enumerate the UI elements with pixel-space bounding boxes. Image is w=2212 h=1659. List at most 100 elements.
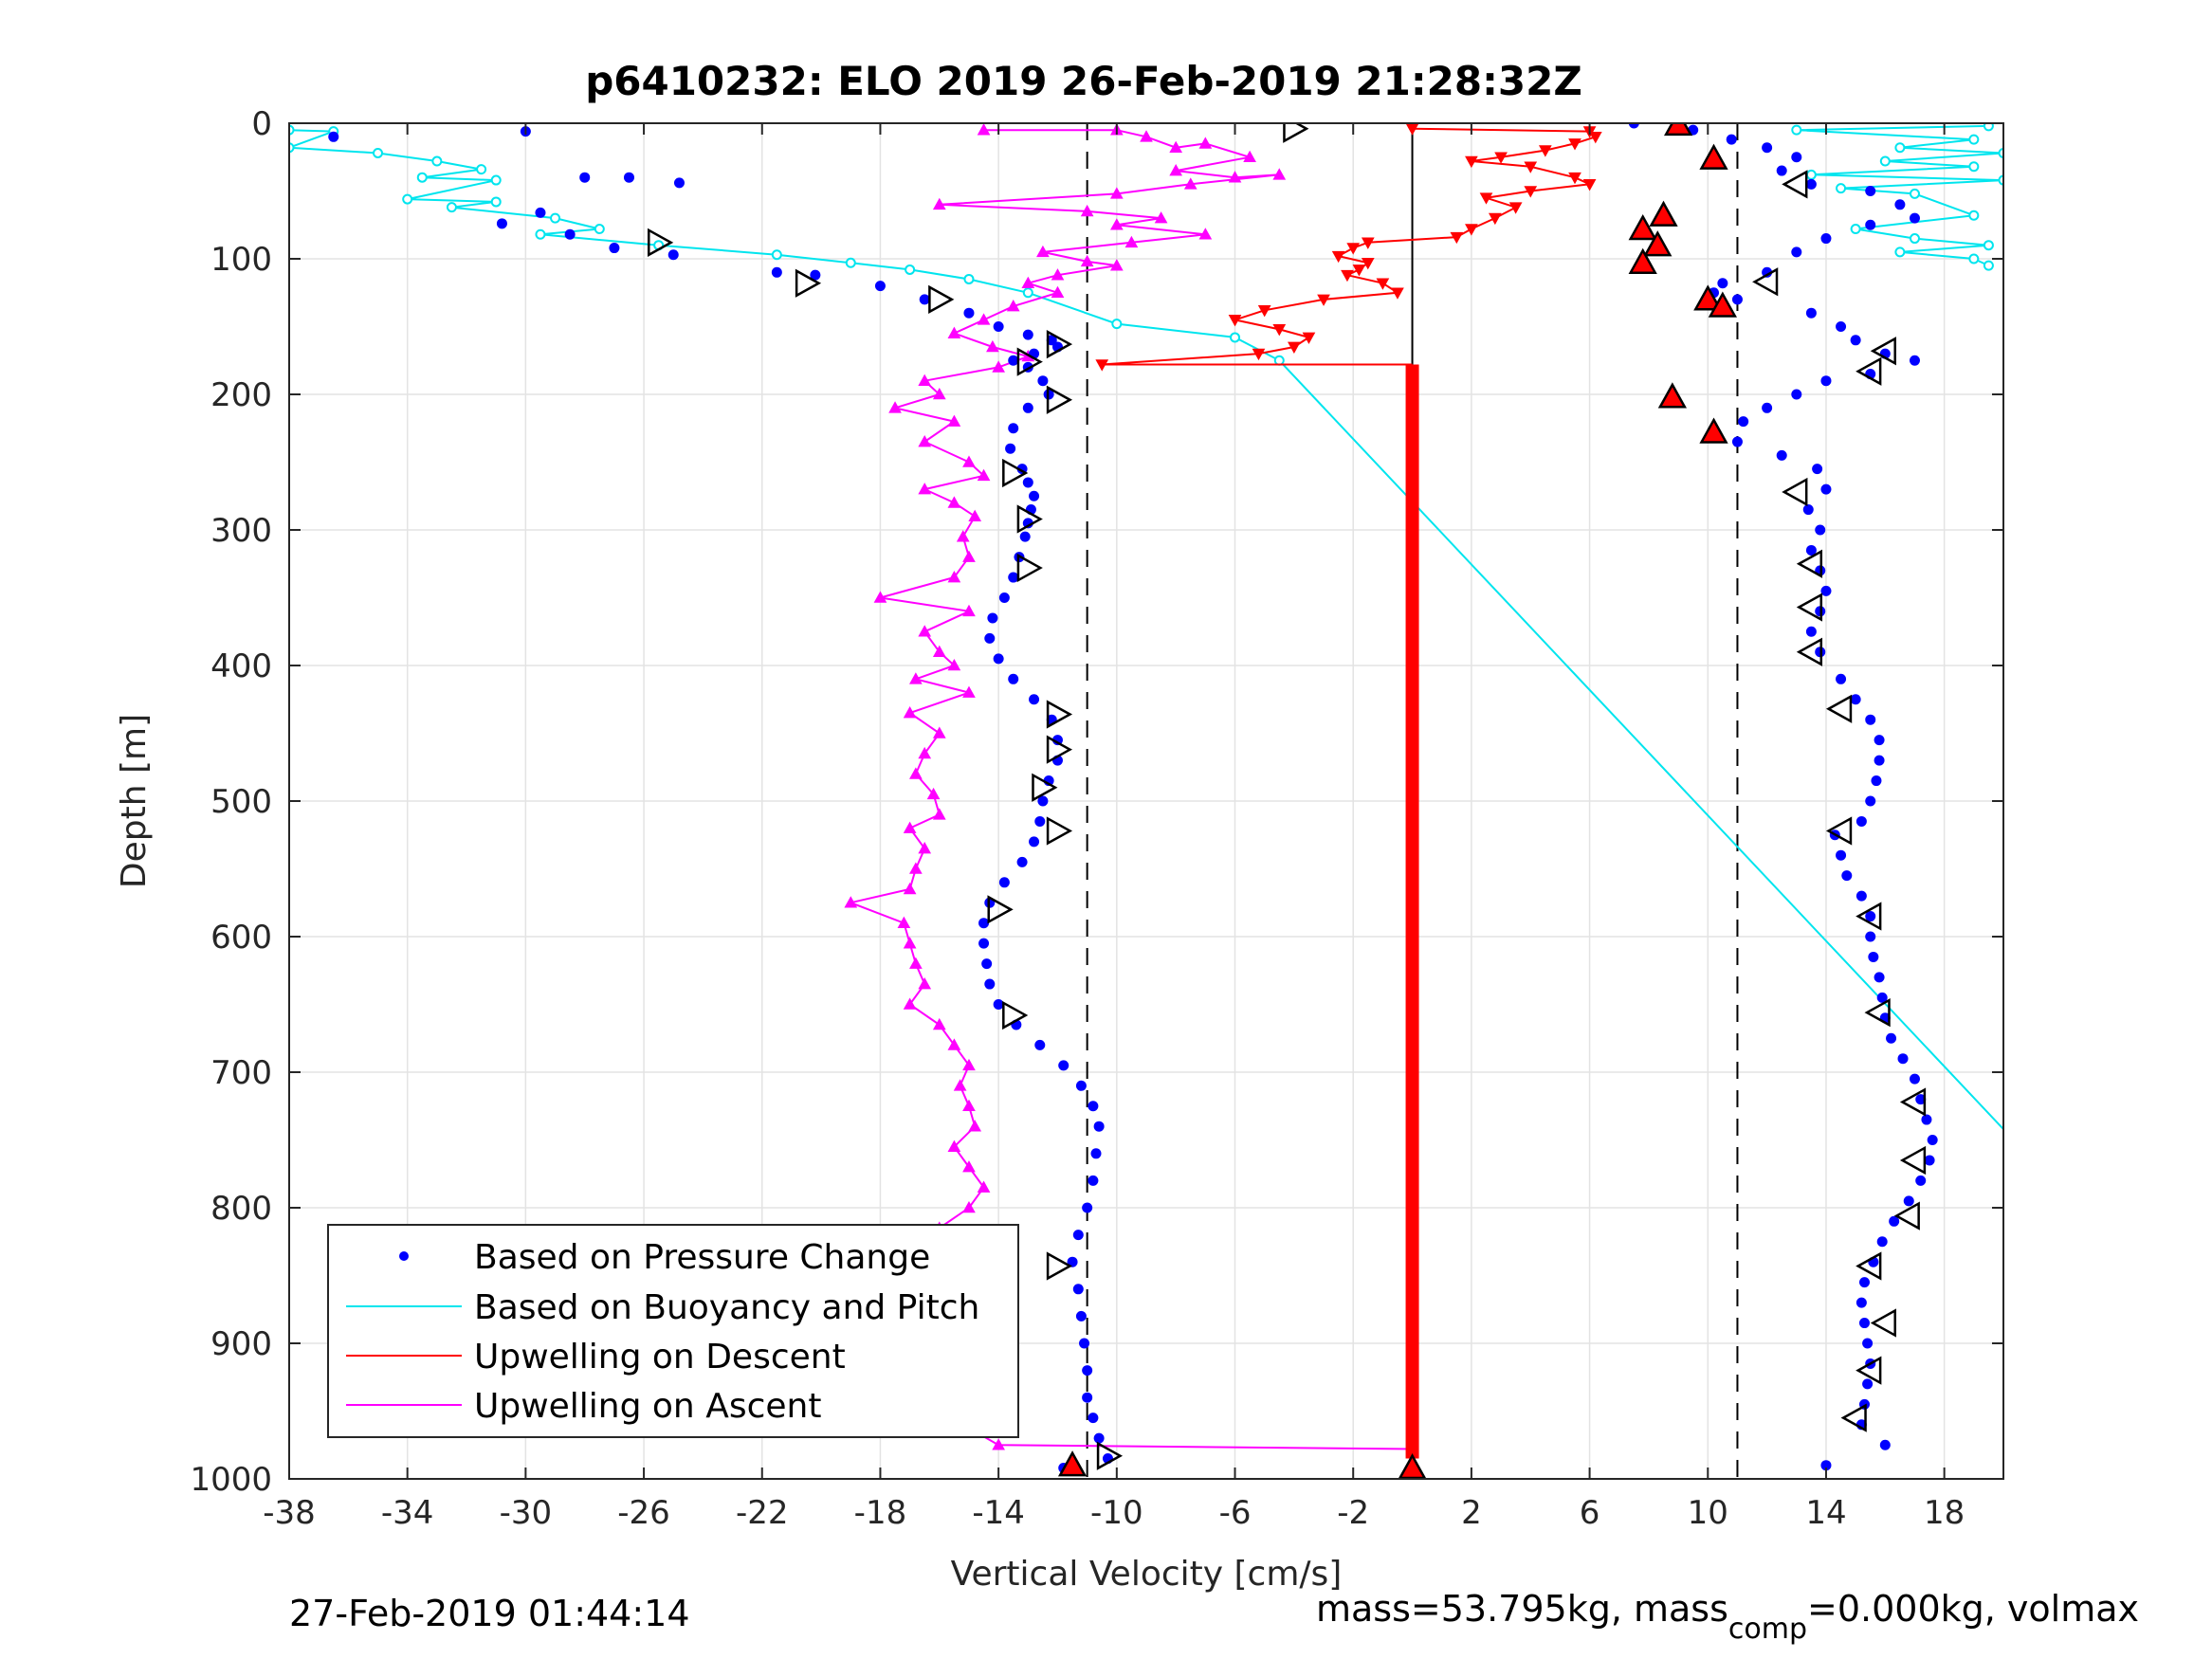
descent-upwelling-point bbox=[1391, 287, 1404, 300]
pressure-point bbox=[1874, 972, 1885, 983]
ascent-upwelling-point bbox=[844, 896, 858, 908]
pressure-point bbox=[535, 207, 546, 218]
x-tick-label: -22 bbox=[736, 1494, 789, 1532]
pressure-point bbox=[1927, 1135, 1938, 1145]
pressure-point bbox=[1776, 165, 1787, 176]
pressure-point bbox=[1802, 504, 1814, 516]
open-triangle-marker bbox=[1782, 477, 1808, 507]
y-tick-label: 800 bbox=[210, 1190, 272, 1228]
pressure-point bbox=[1856, 815, 1867, 827]
ascent-upwelling-line bbox=[847, 129, 1413, 1450]
y-tick-label: 200 bbox=[210, 376, 272, 414]
ascent-upwelling-point bbox=[918, 483, 932, 495]
filled-triangle-marker bbox=[1693, 284, 1723, 311]
legend-entry-descent: Upwelling on Descent bbox=[346, 1338, 846, 1376]
ascent-upwelling-point bbox=[888, 401, 902, 413]
buoyancy-point bbox=[1983, 260, 1994, 271]
buoyancy-point bbox=[1805, 169, 1817, 180]
pressure-point bbox=[1862, 1338, 1874, 1349]
ascent-upwelling-point bbox=[1109, 187, 1124, 199]
legend-label: Upwelling on Ascent bbox=[474, 1387, 821, 1426]
buoyancy-point bbox=[373, 147, 384, 158]
open-triangle-marker bbox=[1002, 1000, 1029, 1030]
pressure-point bbox=[1067, 1256, 1078, 1267]
ascent-upwelling-point bbox=[962, 550, 976, 562]
open-triangle-marker bbox=[1870, 337, 1896, 366]
x-axis-label: Vertical Velocity [cm/s] bbox=[951, 1555, 1343, 1594]
open-triangle-marker bbox=[1893, 1201, 1920, 1231]
filled-triangle-marker bbox=[1628, 247, 1657, 274]
open-triangle-marker bbox=[1870, 1308, 1896, 1338]
open-triangle-marker bbox=[1782, 170, 1808, 199]
open-triangle-marker bbox=[1856, 356, 1882, 386]
pressure-point bbox=[1897, 1053, 1909, 1065]
ascent-upwelling-point bbox=[903, 882, 917, 895]
ascent-upwelling-point bbox=[909, 957, 923, 969]
pressure-point bbox=[1858, 1318, 1870, 1329]
ascent-upwelling-point bbox=[1080, 254, 1094, 267]
buoyancy-point bbox=[1879, 155, 1891, 167]
ascent-upwelling-point bbox=[932, 645, 946, 657]
buoyancy-point bbox=[1111, 319, 1123, 330]
descent-upwelling-point bbox=[1465, 224, 1478, 236]
pressure-point bbox=[1812, 464, 1823, 475]
descent-upwelling-point bbox=[1479, 192, 1493, 205]
buoyancy-point bbox=[402, 193, 413, 205]
legend-entry-ascent: Upwelling on Ascent bbox=[346, 1387, 821, 1426]
buoyancy-point bbox=[594, 224, 605, 235]
y-tick-label: 500 bbox=[210, 783, 272, 821]
ascent-upwelling-point bbox=[1021, 276, 1035, 289]
descent-upwelling-line bbox=[1102, 127, 1598, 366]
pressure-point bbox=[1924, 1155, 1935, 1166]
open-triangle-marker bbox=[1283, 123, 1309, 143]
ascent-upwelling-point bbox=[903, 706, 917, 719]
mass-text-b: =0.000kg, volmax bbox=[1807, 1588, 2139, 1630]
pressure-point bbox=[1856, 1297, 1867, 1308]
filled-triangle-marker bbox=[1699, 143, 1728, 170]
y-tick-label: 700 bbox=[210, 1054, 272, 1092]
buoyancy-point bbox=[476, 164, 487, 175]
ascent-upwelling-point bbox=[918, 842, 932, 854]
buoyancy-point bbox=[1230, 332, 1241, 343]
pressure-point bbox=[1738, 416, 1749, 428]
chart-title: p6410232: ELO 2019 26-Feb-2019 21:28:32Z bbox=[585, 58, 1582, 104]
descent-upwelling-point bbox=[1524, 186, 1538, 198]
descent-upwelling-point bbox=[1494, 152, 1508, 164]
ascent-upwelling-point bbox=[932, 197, 946, 210]
pressure-point bbox=[1791, 246, 1802, 258]
pressure-point bbox=[987, 612, 998, 624]
open-triangle-marker bbox=[1046, 1251, 1073, 1281]
pressure-point bbox=[1046, 335, 1057, 346]
pressure-point bbox=[1805, 178, 1817, 190]
pressure-point bbox=[1022, 477, 1033, 488]
descent-upwelling-point bbox=[1252, 348, 1266, 361]
pressure-point bbox=[328, 131, 339, 142]
buoyancy-point bbox=[1836, 183, 1847, 194]
pressure-point bbox=[1836, 321, 1847, 332]
pressure-point bbox=[1088, 1175, 1099, 1186]
pressure-point bbox=[1865, 219, 1876, 230]
descent-upwelling-point bbox=[1228, 315, 1242, 327]
pressure-point bbox=[1762, 142, 1773, 154]
pressure-point bbox=[1874, 755, 1885, 766]
ascent-upwelling-point bbox=[918, 435, 932, 447]
pressure-point bbox=[1858, 1277, 1870, 1288]
pressure-point bbox=[919, 294, 930, 305]
x-tick-label: 10 bbox=[1688, 1494, 1728, 1532]
ascent-upwelling-point bbox=[932, 726, 946, 738]
pressure-point bbox=[1915, 1175, 1927, 1186]
buoyancy-point bbox=[1894, 142, 1906, 154]
pressure-point bbox=[1915, 1094, 1927, 1105]
ascent-upwelling-point bbox=[947, 658, 961, 671]
descent-upwelling-point bbox=[1588, 132, 1602, 144]
pressure-point bbox=[1072, 1230, 1084, 1241]
open-triangle-marker bbox=[1864, 997, 1891, 1028]
y-tick-label: 1000 bbox=[190, 1461, 272, 1499]
open-triangle-marker bbox=[1899, 1087, 1927, 1117]
descent-upwelling-point bbox=[1346, 243, 1361, 255]
pressure-point bbox=[1820, 233, 1832, 245]
pressure-point bbox=[1850, 694, 1861, 705]
filled-triangle-marker bbox=[1657, 382, 1687, 409]
buoyancy-point bbox=[1968, 210, 1980, 221]
pressure-point bbox=[1008, 423, 1019, 434]
